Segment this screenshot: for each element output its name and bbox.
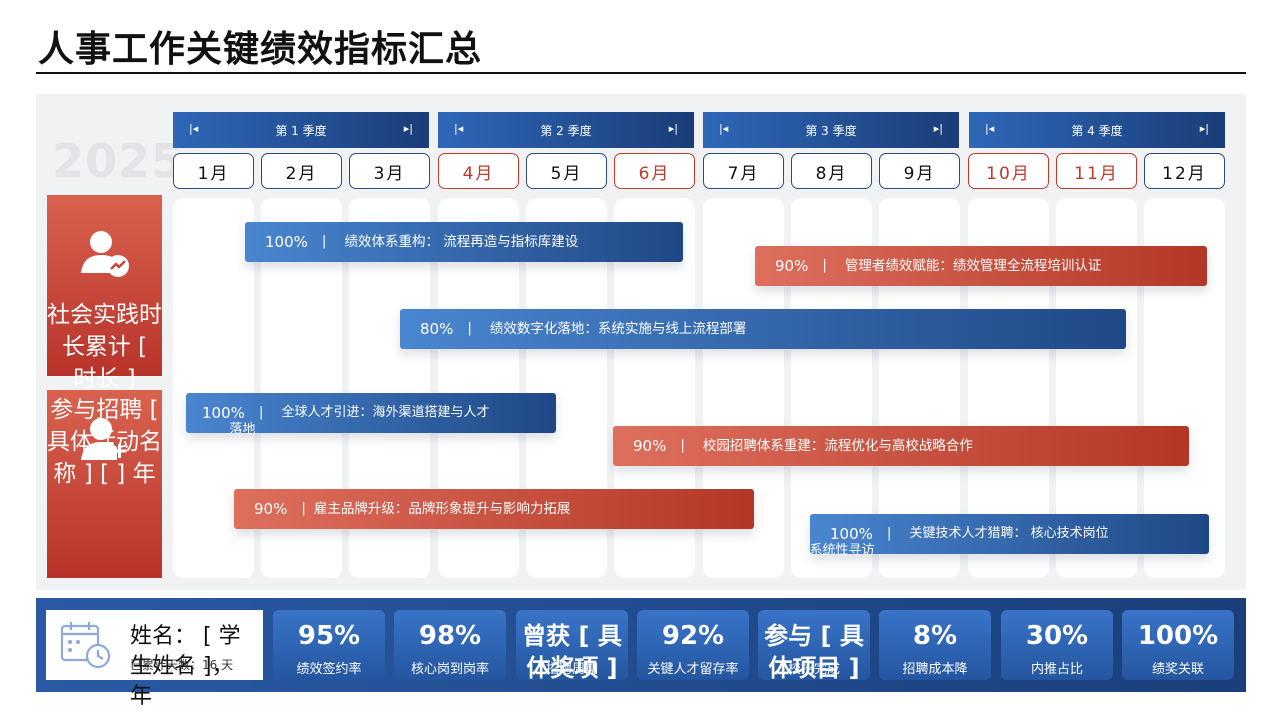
- quarter-label: 第 3 季度: [805, 123, 857, 138]
- month-pill-9: 9月: [879, 153, 960, 189]
- range-end-icon: ▸|: [933, 122, 943, 135]
- kpi-card: 95% 绩效签约率: [273, 610, 385, 680]
- bar-percent: 90%: [254, 500, 288, 518]
- bar-label: 绩效体系重构： 流程再造与指标库建设: [344, 234, 579, 250]
- kpi-value: 30%: [1025, 621, 1089, 651]
- category-label: 参与招聘 [ 具体活动名称 ] [ ] 年: [47, 397, 162, 487]
- month-pill-11: 11月: [1056, 153, 1137, 189]
- month-pill-6: 6月: [614, 153, 695, 189]
- range-start-icon: |◂: [454, 122, 464, 135]
- kpi-value: 100%: [1137, 621, 1219, 651]
- kpi-value: 8%: [912, 621, 958, 651]
- quarter-header-1: |◂ 第 1 季度 ▸|: [173, 112, 429, 148]
- kpi-value: 曾获 [ 具体奖项 ]: [522, 622, 622, 682]
- bar-separator: |: [258, 404, 264, 420]
- gantt-bar[interactable]: 90% | 校园招聘体系重建：流程优化与高校战略合作: [613, 426, 1189, 466]
- kpi-card: 92% 关键人才留存率: [637, 610, 749, 680]
- kpi-label: 内推占比: [1030, 662, 1083, 677]
- year-watermark: 2025: [52, 134, 185, 188]
- page-title: 人事工作关键绩效指标汇总: [38, 29, 483, 70]
- quarter-label: 第 1 季度: [275, 123, 327, 138]
- kpi-card: 30% 内推占比: [1001, 610, 1113, 680]
- student-name: 姓名： [ 学生姓名 ]，年: [130, 624, 241, 709]
- kpi-label: 招聘周期: [545, 662, 598, 677]
- quarter-header-3: |◂ 第 3 季度 ▸|: [703, 112, 959, 148]
- bar-label: 绩效数字化落地：系统实施与线上流程部署: [489, 321, 747, 337]
- bar-percent: 90%: [775, 257, 809, 275]
- days-count: 已累计天数：16 天: [130, 658, 234, 672]
- month-pill-8: 8月: [791, 153, 872, 189]
- gantt-bar[interactable]: 80% | 绩效数字化落地：系统实施与线上流程部署: [400, 309, 1126, 349]
- bar-percent: 100%: [202, 404, 245, 422]
- user-card: 姓名： [ 学生姓名 ]，年 已累计天数：16 天: [46, 610, 263, 709]
- bar-separator: |: [301, 500, 306, 516]
- month-pill-4: 4月: [438, 153, 519, 189]
- kpi-label: 关键人才留存率: [647, 662, 739, 677]
- kpi-value: 参与 [ 具体项目 ]: [764, 622, 864, 682]
- quarter-label: 第 2 季度: [540, 123, 592, 138]
- range-start-icon: |◂: [985, 122, 995, 135]
- kpi-card: 曾获 [ 具体奖项 ] 招聘周期: [516, 610, 628, 682]
- kpi-value: 98%: [418, 621, 482, 651]
- range-end-icon: ▸|: [1199, 122, 1209, 135]
- bar-separator: |: [467, 320, 472, 336]
- month-pill-12: 12月: [1144, 153, 1225, 189]
- gantt-bar[interactable]: 100% | 全球人才引进：海外渠道搭建与人才落地: [186, 393, 556, 437]
- kpi-label: 核心岗到岗率: [410, 662, 489, 677]
- quarter-header-2: |◂ 第 2 季度 ▸|: [438, 112, 694, 148]
- calendar-clock-icon: [60, 622, 111, 669]
- kpi-value: 92%: [661, 621, 725, 651]
- gantt-bar[interactable]: 90% | 管理者绩效赋能：绩效管理全流程培训认证: [755, 246, 1207, 286]
- gantt-bar[interactable]: 90% | 雇主品牌升级：品牌形象提升与影响力拓展: [234, 489, 754, 529]
- category-block-recruit: 参与招聘 [ 具体活动名称 ] [ ] 年: [47, 390, 162, 578]
- kpi-card: 98% 核心岗到岗率: [394, 610, 506, 680]
- bar-separator: |: [886, 525, 892, 541]
- bar-separator: |: [321, 233, 327, 249]
- bar-label: 管理者绩效赋能：绩效管理全流程培训认证: [844, 258, 1102, 274]
- category-label: 社会实践时长累计 [ 时长 ]: [47, 302, 162, 392]
- kpi-card: 8% 招聘成本降: [879, 610, 991, 680]
- kpi-label: 绩效签约率: [296, 662, 362, 677]
- gantt-bar[interactable]: 100% | 绩效体系重构： 流程再造与指标库建设: [245, 222, 683, 262]
- range-start-icon: |◂: [719, 122, 729, 135]
- kpi-label: 招聘成本降: [902, 662, 968, 677]
- bar-separator: |: [822, 257, 827, 273]
- bar-label: 校园招聘体系重建：流程优化与高校战略合作: [702, 438, 973, 454]
- range-end-icon: ▸|: [403, 122, 413, 135]
- bar-label: 全球人才引进：海外渠道搭建与人才落地: [229, 405, 490, 437]
- kpi-label: 绩奖关联: [1151, 662, 1204, 677]
- user-add-icon: [81, 418, 127, 460]
- kpi-card: 100% 绩奖关联: [1122, 610, 1234, 680]
- bar-separator: |: [680, 437, 685, 453]
- title-divider: [36, 72, 1246, 74]
- kpi-label: 校招完成: [787, 662, 840, 677]
- month-pill-7: 7月: [703, 153, 784, 189]
- quarter-label: 第 4 季度: [1071, 123, 1123, 138]
- bar-label: 关键技术人才猎聘： 核心技术岗位系统性寻访: [809, 526, 1109, 558]
- user-chart-icon: [81, 231, 129, 277]
- kpi-value: 95%: [297, 621, 361, 651]
- bar-percent: 100%: [265, 233, 308, 251]
- range-end-icon: ▸|: [668, 122, 678, 135]
- bar-percent: 80%: [420, 320, 454, 338]
- month-pill-1: 1月: [173, 153, 254, 189]
- category-block-practice: 社会实践时长累计 [ 时长 ]: [47, 195, 162, 392]
- gantt-bar[interactable]: 100% | 关键技术人才猎聘： 核心技术岗位系统性寻访: [809, 514, 1209, 558]
- bar-percent: 100%: [830, 525, 873, 543]
- range-start-icon: |◂: [189, 122, 199, 135]
- month-pill-3: 3月: [349, 153, 430, 189]
- bar-label: 雇主品牌升级：品牌形象提升与影响力拓展: [313, 501, 571, 517]
- month-pill-5: 5月: [526, 153, 607, 189]
- month-pill-10: 10月: [968, 153, 1049, 189]
- bar-percent: 90%: [633, 437, 667, 455]
- month-pill-2: 2月: [261, 153, 342, 189]
- quarter-header-4: |◂ 第 4 季度 ▸|: [969, 112, 1225, 148]
- kpi-card: 参与 [ 具体项目 ] 校招完成: [758, 610, 870, 682]
